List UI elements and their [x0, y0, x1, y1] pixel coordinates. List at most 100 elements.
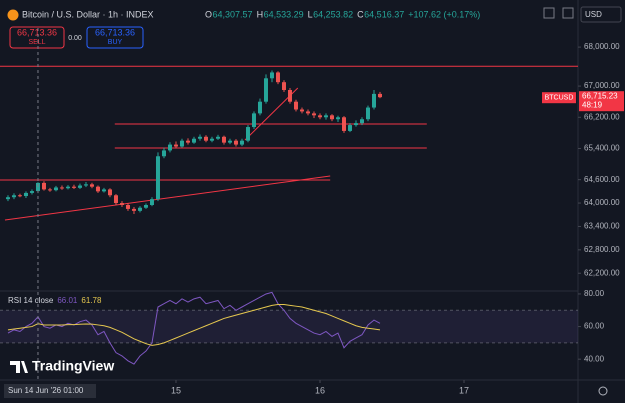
candle-body [365, 107, 370, 120]
buy-label: BUY [108, 39, 123, 46]
symbol-icon [7, 9, 19, 21]
candle-body [323, 115, 328, 118]
x-tick-label: 16 [315, 385, 325, 395]
rsi-y-tick-label: 60.00 [584, 322, 605, 331]
x-tick-label: 17 [459, 385, 469, 395]
sell-label: SELL [28, 39, 45, 46]
sell-button[interactable] [9, 26, 65, 49]
rsi-y-tick-label: 40.00 [584, 354, 605, 363]
countdown: 48:19 [582, 100, 603, 109]
candle-body [125, 205, 130, 209]
symbol-tag-box [542, 92, 576, 104]
candle-body [239, 140, 244, 145]
candle-body [65, 186, 70, 189]
rsi-legend-value: 61.78 [81, 296, 102, 305]
candle-body [317, 115, 322, 118]
candle-body [107, 189, 112, 196]
candle-body [11, 195, 16, 198]
candle-body [359, 119, 364, 124]
candle-body [191, 138, 196, 143]
ohlc-key: L [308, 9, 313, 19]
symbol-title: Bitcoin / U.S. Dollar · 1h · INDEX [22, 9, 154, 19]
brand: TradingView [32, 358, 114, 374]
candle-body [161, 150, 166, 157]
candle-body [29, 191, 34, 193]
ohlc-value: 64,253.82 [313, 9, 353, 19]
ohlc-value: 64,307.57 [213, 9, 253, 19]
candle-body [335, 117, 340, 120]
candle-body [101, 189, 106, 192]
ohlc-value: 64,516.37 [364, 9, 404, 19]
ohlc-value: 64,533.29 [264, 9, 304, 19]
buy-price: 66,713.36 [95, 27, 135, 37]
x-tick-label: 15 [171, 385, 181, 395]
buy-button[interactable] [86, 26, 144, 49]
candle-body [5, 197, 10, 200]
candle-body [83, 184, 88, 186]
candle-body [209, 138, 214, 141]
rsi-band [0, 310, 578, 343]
candle-body [245, 127, 250, 141]
ohlc-key: O [205, 9, 212, 19]
rsi-title: RSI 14 close [8, 296, 54, 305]
currency: USD [585, 10, 602, 19]
currency-box[interactable] [580, 6, 622, 23]
candle-body [23, 192, 28, 197]
rsi-y-tick-label: 80.00 [584, 289, 605, 298]
candle-body [113, 195, 118, 204]
candle-body [71, 186, 76, 188]
candle-body [377, 93, 382, 98]
candle-body [95, 186, 100, 192]
candle-body [47, 189, 52, 191]
y-tick-label: 64,600.00 [584, 175, 620, 184]
settings-icon[interactable] [598, 386, 608, 396]
toolbar-icon[interactable] [562, 7, 574, 19]
candle-body [269, 72, 274, 79]
ohlc-key: C [357, 9, 364, 19]
candle-body [203, 136, 208, 141]
candle-body [131, 208, 136, 211]
candle-body [173, 144, 178, 147]
candle-body [221, 136, 226, 143]
drawing-line [4, 175, 331, 221]
candle-body [233, 140, 238, 145]
candle-body [197, 136, 202, 139]
candle-body [353, 123, 358, 126]
candle-body [341, 117, 346, 131]
candle-body [77, 185, 82, 188]
ohlc-key: H [257, 9, 264, 19]
candle-body [257, 101, 262, 114]
toolbar-icon[interactable] [543, 7, 555, 19]
candle-body [41, 182, 46, 190]
sell-price: 66,713.36 [17, 27, 57, 37]
candle-body [299, 109, 304, 112]
candle-body [185, 140, 190, 143]
brand-logo [10, 361, 28, 373]
candle-body [137, 207, 142, 211]
candle-body [215, 136, 220, 139]
rsi-line [7, 304, 381, 346]
y-tick-label: 66,200.00 [584, 112, 620, 121]
candle-body [167, 144, 172, 151]
candle-body [281, 82, 286, 90]
candle-body [329, 115, 334, 120]
y-tick-label: 68,000.00 [584, 42, 620, 51]
candle-body [59, 187, 64, 189]
y-tick-label: 63,400.00 [584, 222, 620, 231]
spread: 0.00 [68, 35, 82, 42]
candle-body [275, 72, 280, 83]
candle-body [263, 78, 268, 102]
candle-body [371, 93, 376, 108]
candle-body [305, 111, 310, 114]
y-tick-label: 64,000.00 [584, 198, 620, 207]
candle-body [119, 203, 124, 206]
last-price-box [579, 91, 624, 112]
candle-body [347, 125, 352, 131]
candle-body [227, 140, 232, 143]
crosshair-label: Sun 14 Jun '26 01:00 [8, 386, 84, 395]
candle-body [293, 101, 298, 110]
change: +107.62 (+0.17%) [408, 9, 480, 19]
